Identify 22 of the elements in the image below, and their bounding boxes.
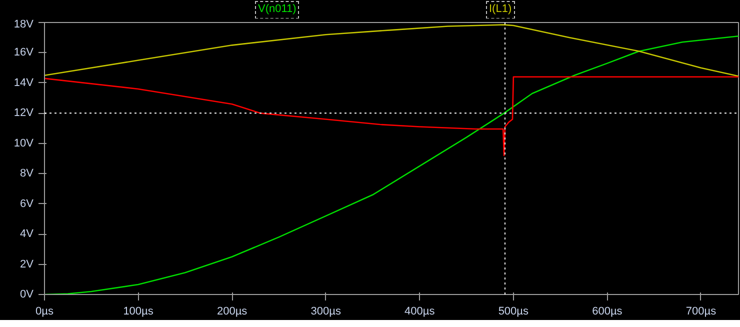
x-tick-label: 400µs — [404, 306, 436, 318]
y-tick-label: 0V — [20, 288, 34, 300]
y-tick-label: 2V — [20, 258, 34, 270]
x-tick-label: 200µs — [216, 306, 248, 318]
line-series — [44, 24, 738, 77]
x-tick-label: 700µs — [686, 306, 717, 318]
y-tick-label: 4V — [20, 228, 34, 240]
y-tick-label: 10V — [14, 137, 34, 150]
y-tick-label: 12V — [14, 107, 34, 120]
x-tick-label: 500µs — [498, 306, 530, 318]
x-tick-label: 600µs — [592, 306, 623, 318]
x-tick-label: 0µs — [36, 306, 54, 318]
series-label: I(L1) — [486, 1, 515, 19]
y-tick-label: 8V — [20, 168, 34, 180]
line-series — [44, 76, 738, 156]
x-tick-label: 100µs — [123, 306, 154, 318]
text: V(n011) — [255, 1, 300, 19]
y-tick-label: 6V — [20, 198, 34, 210]
x-tick-label: 300µs — [310, 306, 342, 318]
y-tick-label: 18V — [14, 18, 34, 30]
y-tick-label: 16V — [14, 46, 34, 59]
y-tick-label: 14V — [14, 76, 34, 89]
